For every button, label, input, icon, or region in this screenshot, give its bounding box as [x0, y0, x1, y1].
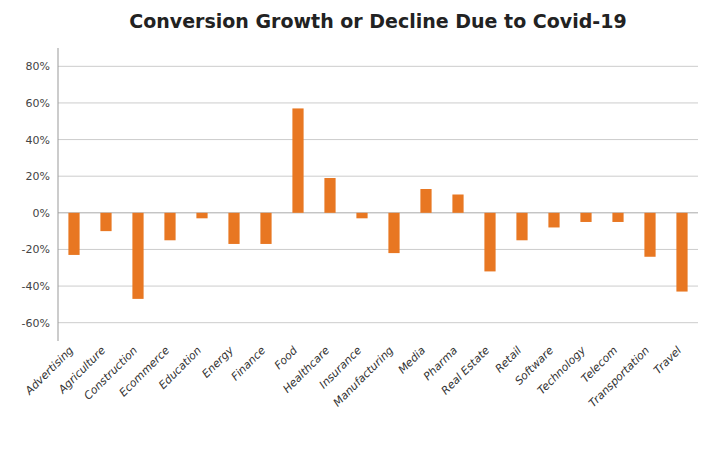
x-tick-label: Food	[272, 343, 301, 372]
bar	[388, 213, 399, 253]
y-tick-label: -20%	[22, 243, 50, 256]
bar	[580, 213, 591, 222]
y-tick-label: 0%	[33, 207, 50, 220]
x-tick-label: Transportation	[586, 344, 652, 410]
x-tick-label: Real Estate	[439, 344, 493, 398]
bar	[644, 213, 655, 257]
bar	[324, 178, 335, 213]
bar	[68, 213, 79, 255]
bar	[612, 213, 623, 222]
grid-line	[58, 102, 698, 103]
grid-line	[58, 322, 698, 323]
zero-line	[58, 212, 698, 213]
bars	[68, 108, 687, 298]
bar	[292, 108, 303, 212]
bar	[196, 213, 207, 218]
x-tick-label: Technology	[535, 344, 588, 397]
bar	[228, 213, 239, 244]
bar	[356, 213, 367, 218]
bar	[484, 213, 495, 272]
grid-line	[58, 286, 698, 287]
bar	[164, 213, 175, 240]
x-tick-label: Finance	[229, 344, 269, 384]
grid-line	[58, 66, 698, 67]
x-tick-label: Education	[156, 344, 204, 392]
grid-line	[58, 139, 698, 140]
y-tick-label: 80%	[26, 60, 50, 73]
bar	[548, 213, 559, 228]
bar	[676, 213, 687, 292]
x-tick-label: Manufacturing	[331, 344, 397, 410]
title: Conversion Growth or Decline Due to Covi…	[129, 10, 626, 32]
y-tick-label: -60%	[22, 317, 50, 330]
y-tick-label: 40%	[26, 134, 50, 147]
x-tick-label: Travel	[651, 344, 684, 377]
bar	[420, 189, 431, 213]
bar	[260, 213, 271, 244]
grid-line	[58, 176, 698, 177]
y-tick-label: 20%	[26, 170, 50, 183]
bar	[452, 195, 463, 213]
grid	[58, 66, 698, 322]
grid-line	[58, 249, 698, 250]
y-tick-label: -40%	[22, 280, 50, 293]
bar	[132, 213, 143, 299]
bar	[516, 213, 527, 240]
chart: Conversion Growth or Decline Due to Covi…	[0, 0, 718, 453]
y-tick-label: 60%	[26, 97, 50, 110]
y-axis-line	[58, 48, 59, 341]
bar	[100, 213, 111, 231]
